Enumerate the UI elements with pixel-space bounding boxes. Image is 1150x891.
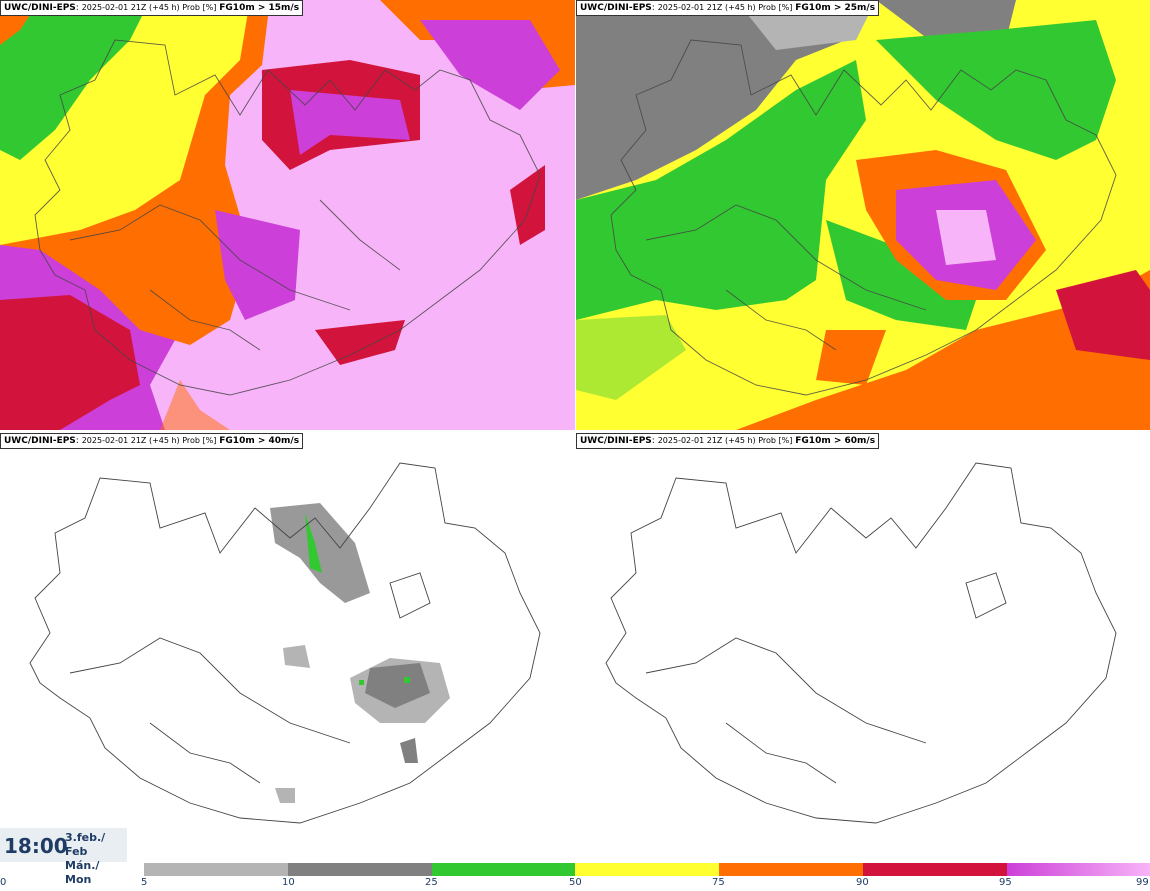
model-label: UWC/DINI-EPS bbox=[4, 3, 76, 13]
colorbar-tick: 90 bbox=[856, 877, 869, 888]
map-panel-40ms: UWC/DINI-EPS: 2025-02-01 21Z (+45 h) Pro… bbox=[0, 433, 575, 828]
map-panel-60ms: UWC/DINI-EPS: 2025-02-01 21Z (+45 h) Pro… bbox=[576, 433, 1150, 828]
colorbar-segment bbox=[575, 863, 719, 876]
panel-header: UWC/DINI-EPS: 2025-02-01 21Z (+45 h) Pro… bbox=[0, 0, 304, 16]
run-label: 2025-02-01 21Z (+45 h) Prob [%] bbox=[81, 436, 217, 445]
parameter-label: FG10m > 40m/s bbox=[219, 436, 300, 446]
run-label: 2025-02-01 21Z (+45 h) Prob [%] bbox=[657, 436, 793, 445]
valid-time: 18:00 bbox=[4, 834, 68, 858]
probability-map-60ms bbox=[576, 433, 1150, 828]
colorbar-tick: 95 bbox=[999, 877, 1012, 888]
panel-header: UWC/DINI-EPS: 2025-02-01 21Z (+45 h) Pro… bbox=[0, 433, 304, 449]
colorbar-tick: 5 bbox=[141, 877, 148, 888]
model-label: UWC/DINI-EPS bbox=[4, 436, 76, 446]
colorbar-tick: 0 bbox=[0, 877, 7, 888]
colorbar-tick: 10 bbox=[282, 877, 295, 888]
map-panel-15ms: UWC/DINI-EPS: 2025-02-01 21Z (+45 h) Pro… bbox=[0, 0, 575, 430]
colorbar-tick: 25 bbox=[425, 877, 438, 888]
probability-map-15ms bbox=[0, 0, 575, 430]
valid-date-line1: 3.feb./ Feb bbox=[65, 831, 106, 858]
model-label: UWC/DINI-EPS bbox=[580, 436, 652, 446]
valid-date: 3.feb./ Feb Mán./ Mon bbox=[65, 831, 127, 887]
colorbar-tick: 50 bbox=[569, 877, 582, 888]
colorbar-segment bbox=[287, 863, 432, 876]
run-label: 2025-02-01 21Z (+45 h) Prob [%] bbox=[81, 3, 217, 12]
colorbar-segment bbox=[862, 863, 1007, 876]
colorbar-tick: 99 bbox=[1136, 877, 1149, 888]
colorbar-segment bbox=[431, 863, 576, 876]
colorbar-legend bbox=[144, 863, 1150, 876]
valid-date-line2: Mán./ Mon bbox=[65, 859, 100, 886]
colorbar-segment bbox=[719, 863, 863, 876]
model-label: UWC/DINI-EPS bbox=[580, 3, 652, 13]
run-label: 2025-02-01 21Z (+45 h) Prob [%] bbox=[657, 3, 793, 12]
parameter-label: FG10m > 60m/s bbox=[795, 436, 876, 446]
colorbar-segment bbox=[1006, 863, 1150, 876]
probability-map-40ms bbox=[0, 433, 575, 828]
parameter-label: FG10m > 25m/s bbox=[795, 3, 876, 13]
parameter-label: FG10m > 15m/s bbox=[219, 3, 300, 13]
probability-map-25ms bbox=[576, 0, 1150, 430]
valid-time-box: 18:00 3.feb./ Feb Mán./ Mon bbox=[0, 828, 127, 886]
panel-header: UWC/DINI-EPS: 2025-02-01 21Z (+45 h) Pro… bbox=[576, 0, 880, 16]
colorbar-segment bbox=[144, 863, 288, 876]
panel-header: UWC/DINI-EPS: 2025-02-01 21Z (+45 h) Pro… bbox=[576, 433, 880, 449]
colorbar-tick: 75 bbox=[712, 877, 725, 888]
map-panel-25ms: UWC/DINI-EPS: 2025-02-01 21Z (+45 h) Pro… bbox=[576, 0, 1150, 430]
